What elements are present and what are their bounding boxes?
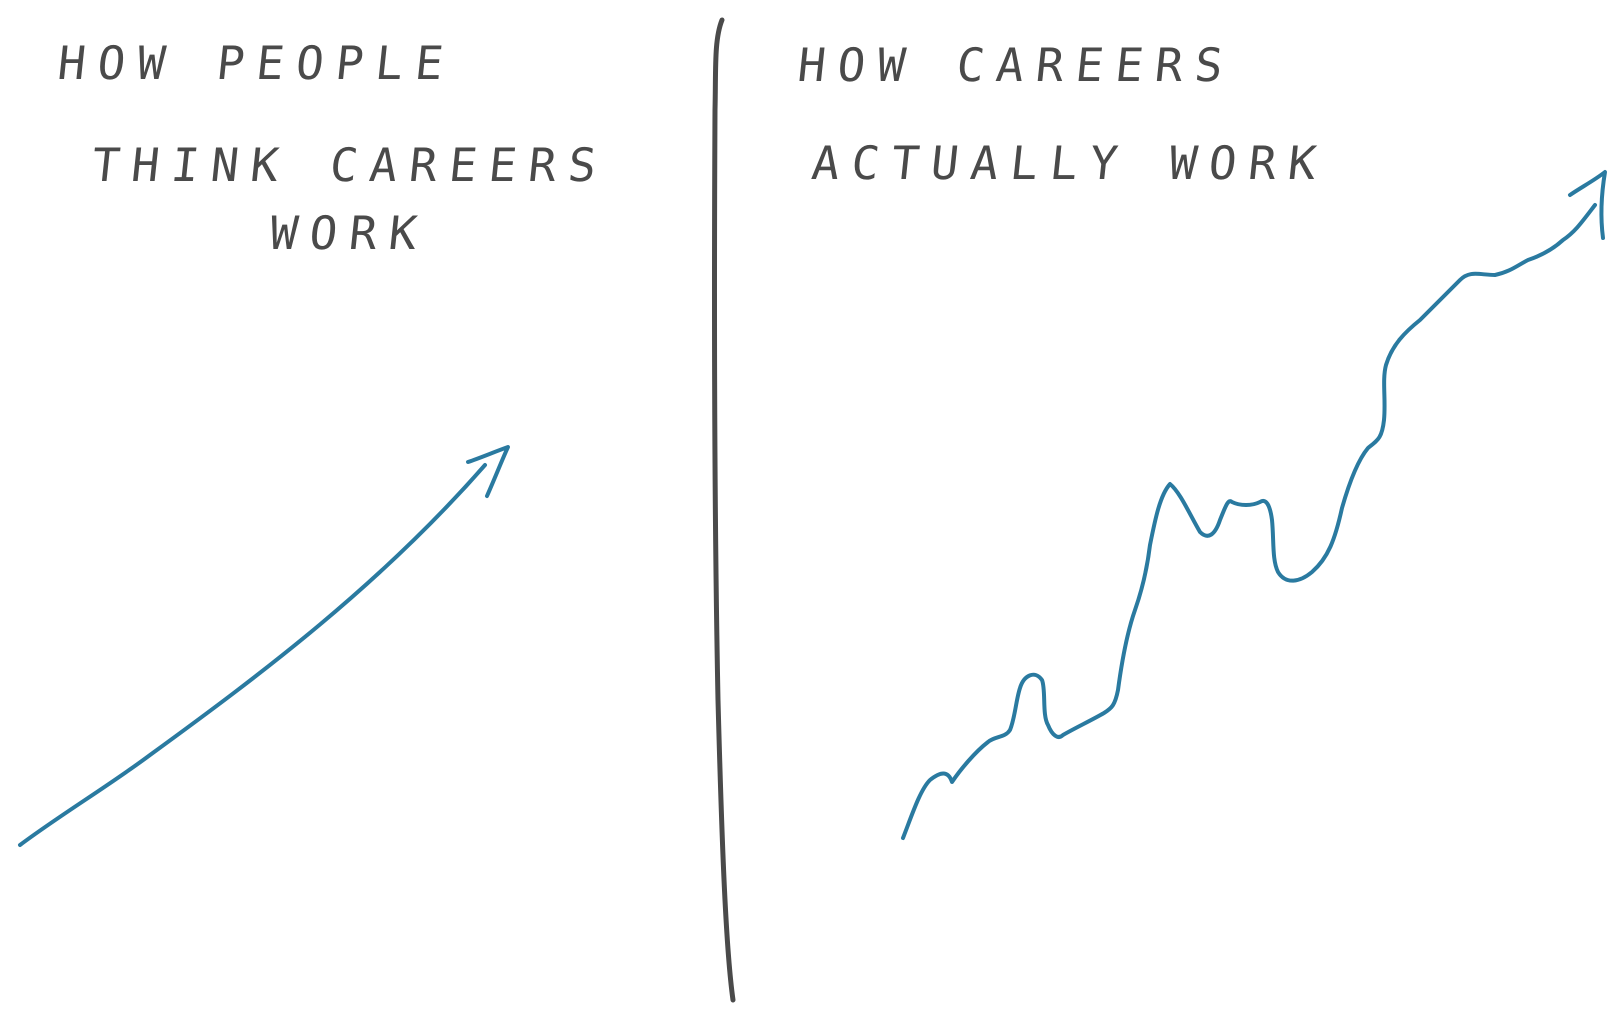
reality-arrowhead <box>1568 170 1607 240</box>
divider-stroke <box>711 17 736 1003</box>
reality-jagged-line <box>901 203 1597 840</box>
expectation-smooth-line <box>18 463 487 847</box>
expectation-arrowhead <box>466 445 510 498</box>
